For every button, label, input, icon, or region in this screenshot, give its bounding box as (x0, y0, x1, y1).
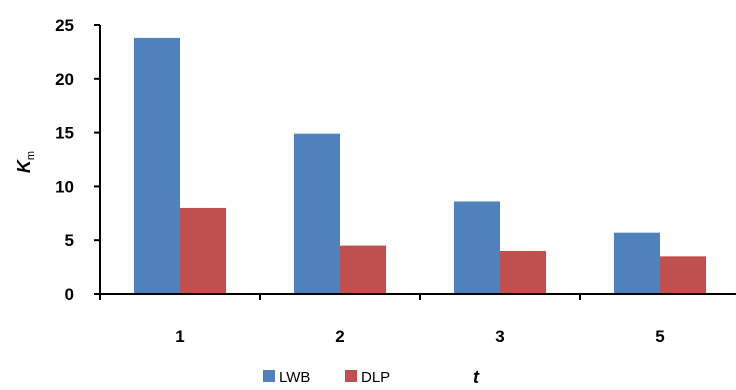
x-tick-label-1: 1 (175, 327, 184, 346)
y-tick-label-0: 0 (65, 285, 74, 304)
x-tick-label-3: 3 (495, 327, 504, 346)
legend-swatch-lwb (263, 370, 275, 382)
bars-layer (134, 38, 706, 294)
bar-lwb-1 (134, 38, 180, 294)
y-axis-title: Km (14, 151, 37, 173)
bar-dlp-3 (500, 251, 546, 294)
y-tick-label-25: 25 (55, 16, 74, 35)
y-tick-label-15: 15 (55, 124, 74, 143)
legend-label-dlp: DLP (361, 369, 390, 386)
x-tick-label-2: 2 (335, 327, 344, 346)
legend-label-lwb: LWB (279, 369, 310, 386)
bar-lwb-5 (614, 233, 660, 294)
x-tick-label-5: 5 (655, 327, 664, 346)
y-axis-title-sub: m (25, 151, 37, 160)
bar-dlp-5 (660, 256, 706, 294)
y-tick-label-5: 5 (65, 231, 74, 250)
y-tick-label-20: 20 (55, 70, 74, 89)
legend: LWB DLP (263, 369, 390, 386)
x-axis-title: t (473, 367, 480, 387)
legend-swatch-dlp (345, 370, 357, 382)
bar-lwb-2 (294, 134, 340, 294)
y-tick-label-10: 10 (55, 177, 74, 196)
bar-dlp-2 (340, 246, 386, 294)
bar-lwb-3 (454, 201, 500, 294)
bar-dlp-1 (180, 208, 226, 294)
